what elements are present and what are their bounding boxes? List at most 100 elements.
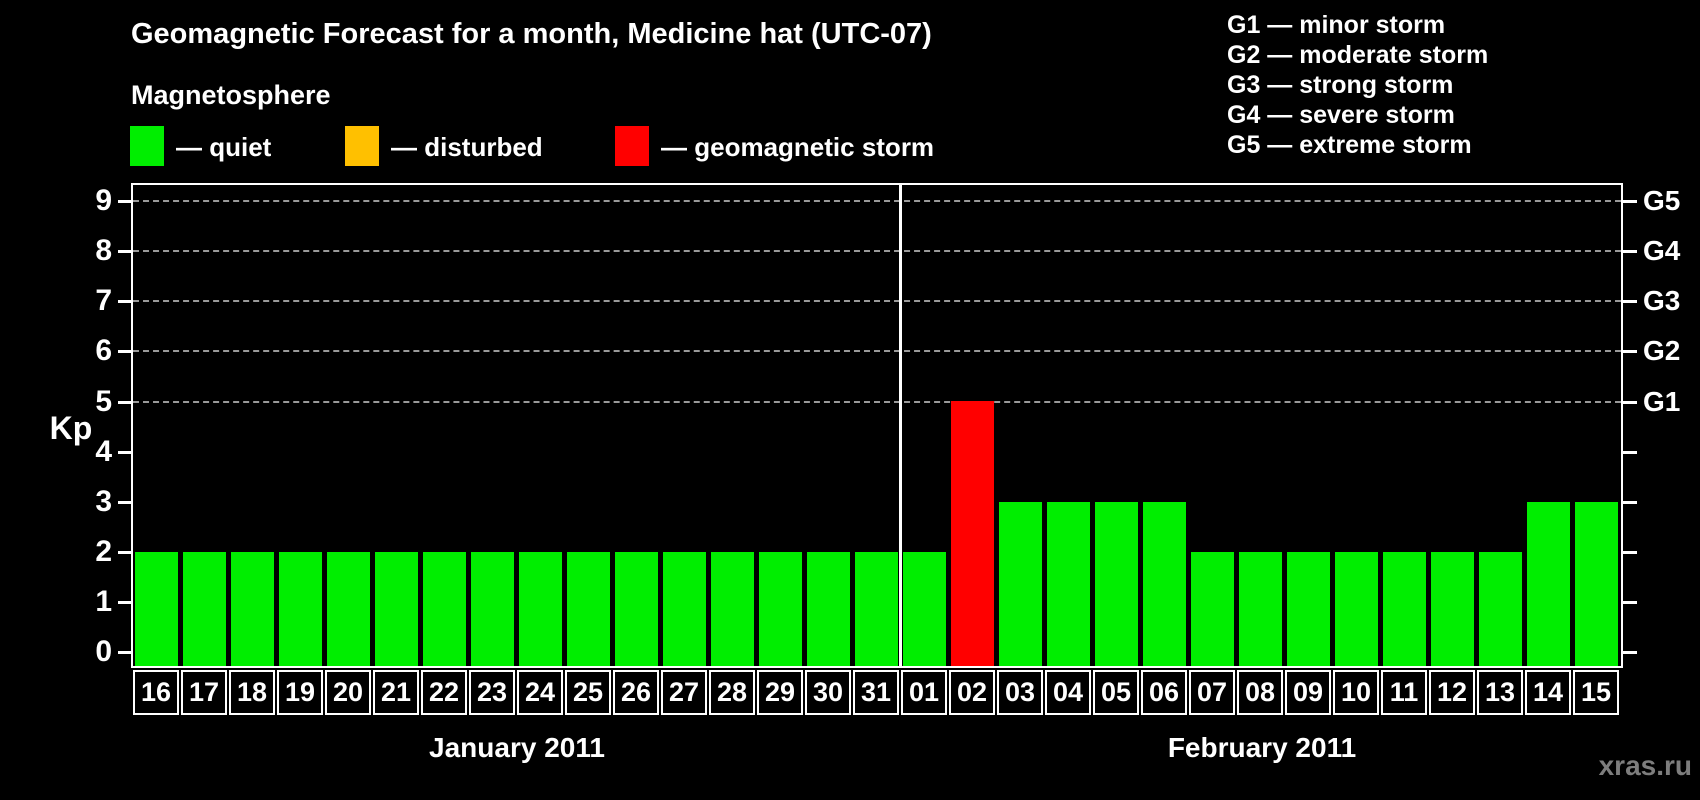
- y-axis-tick-label: 1: [95, 584, 112, 618]
- day-label-box: 29: [757, 670, 803, 715]
- magnetosphere-label: Magnetosphere: [131, 80, 331, 110]
- y-axis-tick-label: 2: [95, 534, 112, 568]
- kp-bar-17: [183, 552, 226, 666]
- day-label-box: 19: [277, 670, 323, 715]
- y-axis-tick-right: [1623, 400, 1637, 404]
- y-axis-tick-right: [1623, 651, 1637, 654]
- day-label-box: 13: [1477, 670, 1523, 715]
- day-label-box: 01: [901, 670, 947, 715]
- kp-bar-01: [903, 552, 946, 666]
- kp-bar-25: [567, 552, 610, 666]
- gridline-kp8: [133, 250, 1621, 253]
- kp-bar-02: [951, 401, 994, 666]
- day-label-box: 11: [1381, 670, 1427, 715]
- kp-bar-19: [279, 552, 322, 666]
- disturbed-swatch: [345, 126, 379, 166]
- kp-bar-15: [1575, 502, 1618, 666]
- kp-bar-10: [1335, 552, 1378, 666]
- y-axis-tick-label: 7: [95, 284, 112, 318]
- g-scale-axis-label-g4: G4: [1643, 235, 1681, 267]
- y-axis-tick-right: [1623, 250, 1637, 254]
- day-label-box: 08: [1237, 670, 1283, 715]
- day-label-box: 10: [1333, 670, 1379, 715]
- day-label-box: 03: [997, 670, 1043, 715]
- gridline-kp7: [133, 300, 1621, 303]
- kp-bar-05: [1095, 502, 1138, 666]
- y-axis-tick-label: 8: [95, 234, 112, 268]
- day-label-box: 31: [853, 670, 899, 715]
- kp-bar-21: [375, 552, 418, 666]
- y-axis-tick-left: [118, 450, 131, 454]
- day-label-box: 24: [517, 670, 563, 715]
- storm-legend-label: — geomagnetic storm: [661, 132, 935, 162]
- g-scale-legend-item-g4: G4 — severe storm: [1227, 101, 1455, 129]
- y-axis-tick-right: [1623, 300, 1637, 304]
- disturbed-legend-label: — disturbed: [391, 132, 543, 162]
- kp-bar-28: [711, 552, 754, 666]
- y-axis-tick-left: [118, 500, 131, 504]
- kp-bar-04: [1047, 502, 1090, 666]
- storm-swatch: [615, 126, 649, 166]
- day-label-box: 15: [1573, 670, 1619, 715]
- kp-bar-20: [327, 552, 370, 666]
- y-axis-tick-right: [1623, 600, 1637, 604]
- day-label-box: 22: [421, 670, 467, 715]
- g-scale-axis-label-g5: G5: [1643, 185, 1681, 217]
- day-label-box: 17: [181, 670, 227, 715]
- day-label-box: 28: [709, 670, 755, 715]
- y-axis-tick-label: 3: [95, 484, 112, 518]
- y-axis-tick-label: 0: [95, 635, 112, 668]
- day-label-box: 23: [469, 670, 515, 715]
- kp-bar-24: [519, 552, 562, 666]
- g-scale-legend: G1 — minor storm G2 — moderate storm G3 …: [1227, 10, 1488, 160]
- kp-bar-03: [999, 502, 1042, 666]
- kp-bar-14: [1527, 502, 1570, 666]
- gridline-kp6: [133, 350, 1621, 353]
- day-label-box: 02: [949, 670, 995, 715]
- day-label-box: 14: [1525, 670, 1571, 715]
- day-label-box: 05: [1093, 670, 1139, 715]
- kp-bar-23: [471, 552, 514, 666]
- kp-bar-27: [663, 552, 706, 666]
- y-axis-tick-left: [118, 400, 131, 404]
- y-axis-tick-left: [118, 300, 131, 304]
- kp-bar-09: [1287, 552, 1330, 666]
- day-label-box: 20: [325, 670, 371, 715]
- y-axis-tick-right: [1623, 350, 1637, 354]
- kp-bar-07: [1191, 552, 1234, 666]
- gridline-kp9: [133, 200, 1621, 203]
- kp-bar-11: [1383, 552, 1426, 666]
- month-divider-line: [899, 185, 902, 666]
- y-axis-tick-right: [1623, 550, 1637, 554]
- y-axis-tick-left: [118, 250, 131, 254]
- kp-bar-29: [759, 552, 802, 666]
- y-axis-tick-left: [118, 550, 131, 554]
- y-axis-tick-right: [1623, 200, 1637, 204]
- day-label-box: 27: [661, 670, 707, 715]
- kp-axis-label: Kp: [49, 410, 93, 446]
- y-axis-tick-label: 9: [95, 184, 112, 218]
- y-axis-tick-left: [118, 200, 131, 204]
- day-label-box: 21: [373, 670, 419, 715]
- kp-bar-12: [1431, 552, 1474, 666]
- kp-bar-06: [1143, 502, 1186, 666]
- day-label-box: 18: [229, 670, 275, 715]
- quiet-legend-label: — quiet: [176, 132, 272, 162]
- day-label-box: 04: [1045, 670, 1091, 715]
- day-label-box: 07: [1189, 670, 1235, 715]
- day-label-box: 16: [133, 670, 179, 715]
- y-axis-tick-right: [1623, 450, 1637, 454]
- day-label-box: 12: [1429, 670, 1475, 715]
- y-axis-tick-left: [118, 651, 131, 654]
- y-axis-tick-label: 5: [95, 384, 112, 418]
- g-scale-legend-item-g1: G1 — minor storm: [1227, 11, 1446, 39]
- plot-area: [131, 183, 1623, 668]
- month-label-january: January 2011: [429, 732, 605, 763]
- kp-bar-16: [135, 552, 178, 666]
- g-scale-legend-item-g3: G3 — strong storm: [1227, 71, 1454, 99]
- kp-bar-22: [423, 552, 466, 666]
- g-scale-axis-label-g1: G1: [1643, 385, 1681, 417]
- kp-bar-13: [1479, 552, 1522, 666]
- y-axis-tick-right: [1623, 500, 1637, 504]
